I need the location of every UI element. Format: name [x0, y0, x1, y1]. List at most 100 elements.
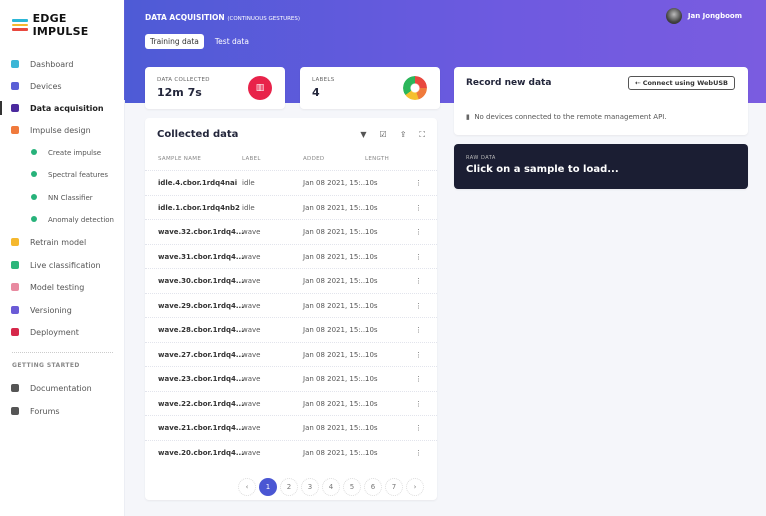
sidebar-item-anomaly-detection[interactable]: Anomaly detection	[0, 211, 125, 229]
table-row[interactable]: wave.23.cbor.1rdq4... wave Jan 08 2021, 15…	[145, 366, 437, 391]
sidebar-item-impulse-design[interactable]: Impulse design	[0, 121, 125, 139]
sidebar-item-label: Live classification	[30, 260, 101, 270]
col-sample-name[interactable]: SAMPLE NAME	[158, 156, 202, 162]
col-length[interactable]: LENGTH	[365, 156, 390, 162]
sidebar-item-create-impulse[interactable]: Create impulse	[0, 144, 125, 162]
more-options-icon[interactable]: ⋮	[415, 252, 422, 261]
table-row[interactable]: wave.27.cbor.1rdq4... wave Jan 08 2021, 15…	[145, 341, 437, 367]
table-row[interactable]: idle.4.cbor.1rdq4nai idle Jan 08 2021, 15:…	[145, 170, 437, 195]
sample-length: 10s	[365, 179, 378, 187]
logo[interactable]: EDGE IMPULSE	[12, 12, 124, 38]
page-button-1[interactable]: 1	[259, 478, 277, 496]
sample-label: wave	[242, 277, 261, 285]
sidebar-item-retrain-model[interactable]: Retrain model	[0, 233, 125, 251]
filter-icon[interactable]: ▼	[360, 130, 367, 139]
sidebar-item-spectral-features[interactable]: Spectral features	[0, 166, 125, 184]
table-row[interactable]: wave.30.cbor.1rdq4... wave Jan 08 2021, 15…	[145, 268, 437, 293]
page-button-5[interactable]: 5	[343, 478, 361, 496]
sample-length: 10s	[365, 277, 378, 285]
device-icon: ▮	[466, 113, 470, 121]
sample-label: wave	[242, 228, 261, 236]
usb-icon: ⇠	[634, 79, 643, 87]
page-button-4[interactable]: 4	[322, 478, 340, 496]
sample-name: idle.1.cbor.1rdq4nb2	[158, 203, 240, 212]
sample-length: 10s	[365, 301, 378, 310]
select-icon[interactable]: ☑	[379, 130, 387, 139]
sidebar-item-label: Dashboard	[30, 59, 74, 69]
sidebar-item-versioning[interactable]: Versioning	[0, 301, 125, 319]
upload-icon[interactable]: ⇪	[399, 130, 407, 139]
sidebar-item-label: NN Classifier	[48, 194, 93, 202]
sidebar-item-model-testing[interactable]: Model testing	[0, 278, 125, 296]
sidebar-item-documentation[interactable]: Documentation	[0, 379, 125, 397]
sidebar-item-dashboard[interactable]: Dashboard	[0, 55, 125, 73]
sidebar-item-nn-classifier[interactable]: NN Classifier	[0, 189, 125, 207]
logo-icon	[12, 19, 28, 31]
sidebar-item-live-classification[interactable]: Live classification	[0, 256, 125, 274]
sidebar-item-devices[interactable]: Devices	[0, 77, 125, 95]
package-icon	[11, 328, 19, 336]
sidebar-item-label: Anomaly detection	[48, 216, 114, 224]
more-options-icon[interactable]: ⋮	[415, 326, 422, 334]
table-row[interactable]: wave.21.cbor.1rdq4... wave Jan 08 2021, 15…	[145, 415, 437, 440]
retrain-icon	[11, 238, 19, 246]
more-options-icon[interactable]: ⋮	[415, 203, 422, 212]
sample-added: Jan 08 2021, 15:...	[303, 448, 368, 457]
docs-icon	[11, 384, 19, 392]
user-name: Jan Jongboom	[687, 12, 742, 20]
page-button-3[interactable]: 3	[301, 478, 319, 496]
more-options-icon[interactable]: ⋮	[415, 350, 422, 359]
tab-training-data[interactable]: Training data	[145, 34, 204, 49]
page-button-2[interactable]: 2	[280, 478, 298, 496]
sample-name: wave.21.cbor.1rdq4...	[158, 424, 244, 432]
user-menu[interactable]: Jan Jongboom	[665, 8, 742, 24]
sidebar-item-forums[interactable]: Forums	[0, 402, 125, 420]
more-options-icon[interactable]: ⋮	[415, 375, 422, 383]
sample-label: wave	[242, 252, 261, 261]
table-row[interactable]: wave.28.cbor.1rdq4... wave Jan 08 2021, 15…	[145, 317, 437, 342]
next-page-button[interactable]: ›	[406, 478, 424, 496]
tab-test-data[interactable]: Test data	[214, 37, 249, 46]
sidebar-item-data-acquisition[interactable]: Data acquisition	[0, 99, 125, 117]
table-row[interactable]: wave.32.cbor.1rdq4... wave Jan 08 2021, 15…	[145, 219, 437, 244]
status-dot-icon	[31, 216, 37, 222]
sidebar: EDGE IMPULSE Dashboard Devices Data acquis…	[0, 0, 125, 516]
sample-name: wave.27.cbor.1rdq4...	[158, 350, 244, 359]
col-added[interactable]: ADDED	[303, 156, 325, 162]
message-text: No devices connected to the remote manag…	[474, 113, 667, 121]
status-dot-icon	[31, 149, 37, 155]
prev-page-button[interactable]: ‹	[238, 478, 256, 496]
sample-label: wave	[242, 301, 261, 310]
sample-length: 10s	[365, 424, 378, 432]
table-row[interactable]: wave.29.cbor.1rdq4... wave Jan 08 2021, 15…	[145, 292, 437, 318]
connect-webusb-button[interactable]: ⇠ Connect using WebUSB	[627, 76, 735, 90]
table-header: SAMPLE NAME LABEL ADDED LENGTH	[145, 156, 437, 168]
pagination: ‹ 1 2 3 4 5 6 7 ›	[238, 478, 424, 496]
more-options-icon[interactable]: ⋮	[415, 277, 422, 285]
col-label[interactable]: LABEL	[242, 156, 261, 162]
sample-name: wave.23.cbor.1rdq4...	[158, 375, 244, 383]
more-options-icon[interactable]: ⋮	[415, 424, 422, 432]
sample-label: wave	[242, 399, 261, 408]
sample-name: wave.22.cbor.1rdq4...	[158, 399, 244, 408]
table-row[interactable]: wave.22.cbor.1rdq4... wave Jan 08 2021, 15…	[145, 390, 437, 416]
more-options-icon[interactable]: ⋮	[415, 301, 422, 310]
table-row[interactable]: wave.31.cbor.1rdq4... wave Jan 08 2021, 15…	[145, 243, 437, 269]
expand-icon[interactable]: ⛶	[419, 130, 425, 139]
sidebar-item-deployment[interactable]: Deployment	[0, 323, 125, 341]
page-title: DATA ACQUISITION (CONTINUOUS GESTURES)	[145, 13, 301, 22]
more-options-icon[interactable]: ⋮	[415, 448, 422, 457]
sidebar-item-label: Create impulse	[48, 149, 102, 157]
more-options-icon[interactable]: ⋮	[415, 399, 422, 408]
card-title: Collected data	[157, 129, 239, 140]
more-options-icon[interactable]: ⋮	[415, 228, 422, 236]
no-devices-message: ▮ No devices connected to the remote man…	[466, 113, 667, 121]
more-options-icon[interactable]: ⋮	[415, 179, 422, 187]
page-button-7[interactable]: 7	[385, 478, 403, 496]
table-row[interactable]: idle.1.cbor.1rdq4nb2 idle Jan 08 2021, 15:…	[145, 194, 437, 220]
sample-name: wave.28.cbor.1rdq4...	[158, 326, 244, 334]
page-button-6[interactable]: 6	[364, 478, 382, 496]
sample-label: wave	[242, 424, 261, 432]
sample-added: Jan 08 2021, 15:...	[303, 252, 368, 261]
table-row[interactable]: wave.20.cbor.1rdq4... wave Jan 08 2021, 15…	[145, 439, 437, 465]
